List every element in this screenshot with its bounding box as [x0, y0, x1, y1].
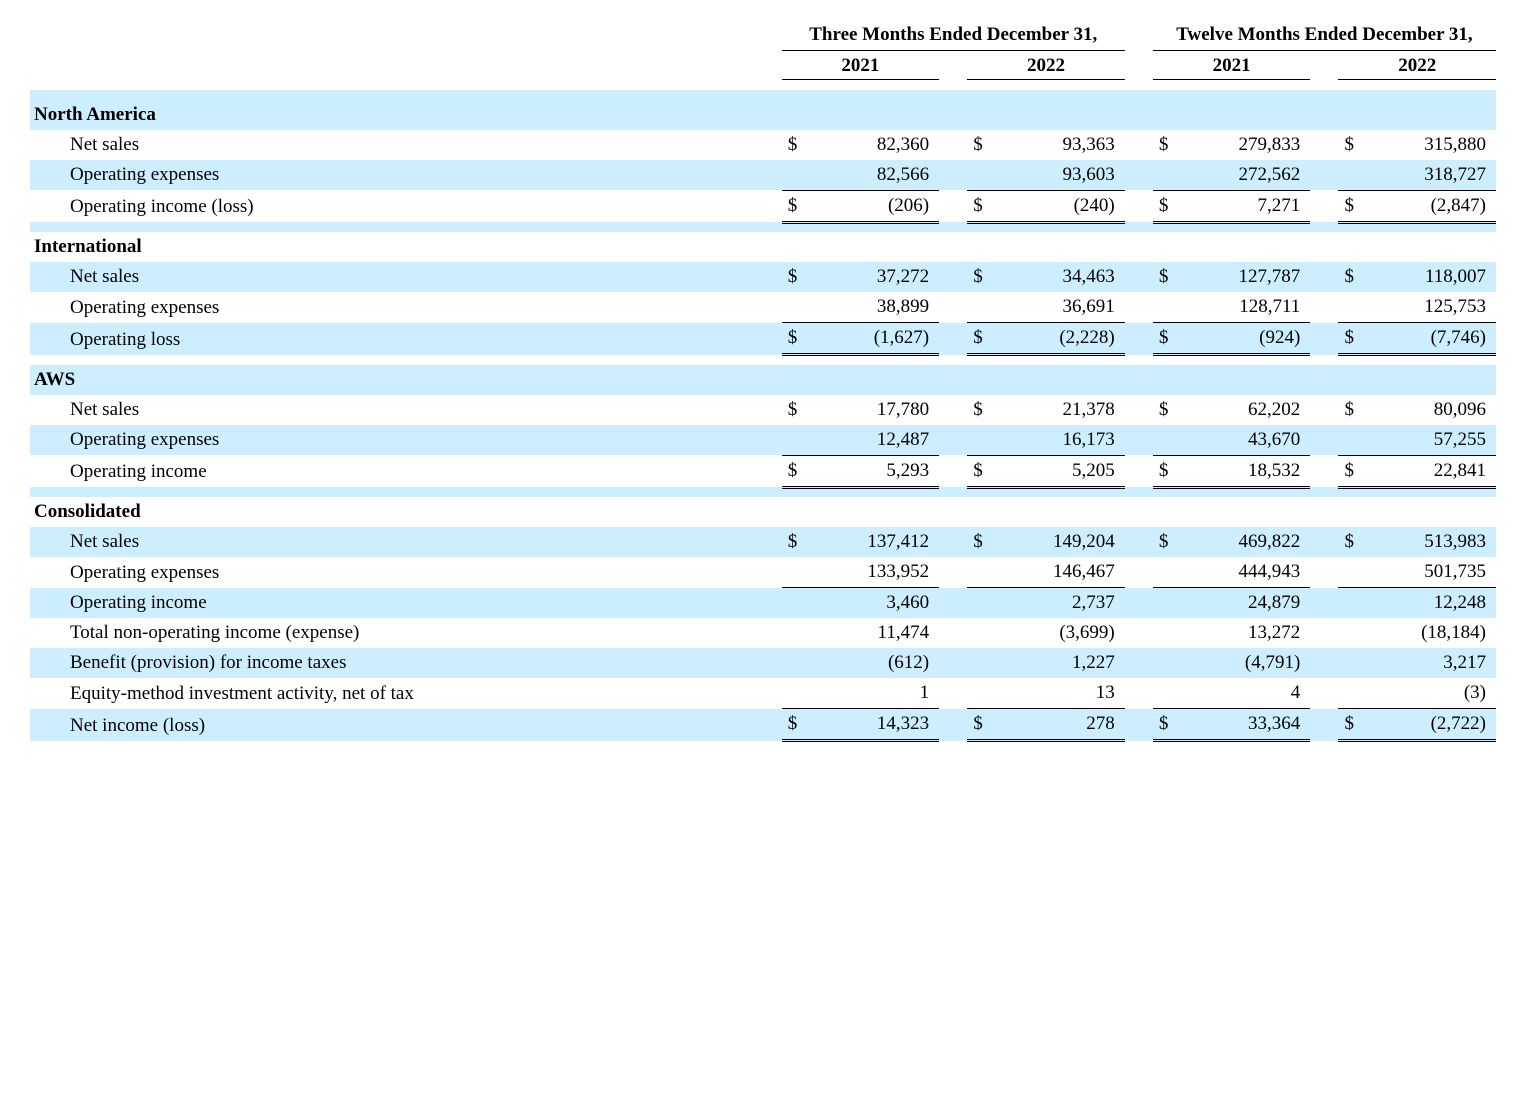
year-col-3: 2021 — [1153, 51, 1310, 80]
section-international: International — [30, 232, 1496, 262]
cell-value: 82,360 — [810, 130, 939, 160]
section-label: North America — [30, 100, 782, 130]
period-header-row: Three Months Ended December 31, Twelve M… — [30, 20, 1496, 51]
table-row: Operating loss $(1,627) $(2,228) $(924) … — [30, 323, 1496, 355]
table-row: Operating expenses 82,566 93,603 272,562… — [30, 160, 1496, 191]
table-row: Equity-method investment activity, net o… — [30, 678, 1496, 709]
section-consolidated: Consolidated — [30, 497, 1496, 527]
table-row: Operating expenses 133,952 146,467 444,9… — [30, 557, 1496, 588]
table-row: Net income (loss) $14,323 $278 $33,364 $… — [30, 709, 1496, 741]
header-twelve-months: Twelve Months Ended December 31, — [1153, 20, 1496, 51]
year-col-2: 2022 — [967, 51, 1124, 80]
year-header-row: 2021 2022 2021 2022 — [30, 51, 1496, 80]
year-col-1: 2021 — [782, 51, 939, 80]
section-aws: AWS — [30, 365, 1496, 395]
year-col-4: 2022 — [1338, 51, 1496, 80]
table-row: Net sales $82,360 $93,363 $279,833 $315,… — [30, 130, 1496, 160]
table-row: Operating income 3,460 2,737 24,879 12,2… — [30, 588, 1496, 619]
financial-segment-table: Three Months Ended December 31, Twelve M… — [30, 20, 1496, 742]
table-row: Net sales $17,780 $21,378 $62,202 $80,09… — [30, 395, 1496, 425]
table-row: Net sales $37,272 $34,463 $127,787 $118,… — [30, 262, 1496, 292]
table-row: Operating expenses 12,487 16,173 43,670 … — [30, 425, 1496, 456]
currency-symbol: $ — [782, 130, 810, 160]
table-row: Operating income $5,293 $5,205 $18,532 $… — [30, 455, 1496, 487]
table-row: Operating income (loss) $(206) $(240) $7… — [30, 190, 1496, 222]
table-row: Operating expenses 38,899 36,691 128,711… — [30, 292, 1496, 323]
section-north-america: North America — [30, 100, 1496, 130]
table-row: Benefit (provision) for income taxes (61… — [30, 648, 1496, 678]
table-row: Net sales $137,412 $149,204 $469,822 $51… — [30, 527, 1496, 557]
row-label: Net sales — [30, 130, 782, 160]
header-three-months: Three Months Ended December 31, — [782, 20, 1125, 51]
table-row: Total non-operating income (expense) 11,… — [30, 618, 1496, 648]
